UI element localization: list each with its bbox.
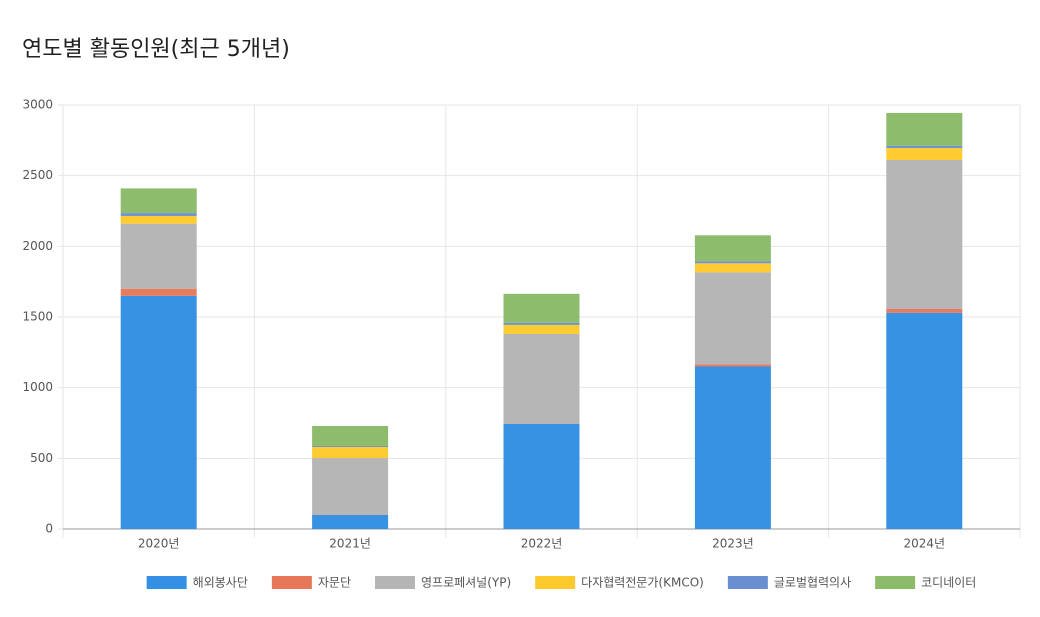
bar-segment — [312, 446, 388, 447]
legend-swatch — [147, 576, 187, 589]
legend-label: 다자협력전문가(KMCO) — [581, 576, 704, 590]
bar-segment — [695, 263, 771, 272]
y-tick-label: 2000 — [22, 239, 53, 253]
x-tick-label: 2024년 — [904, 537, 946, 551]
bar-segment — [504, 323, 580, 325]
bar-segment — [504, 294, 580, 323]
bar-segment — [121, 296, 197, 529]
x-tick-label: 2021년 — [329, 537, 371, 551]
y-tick-label: 1500 — [22, 310, 53, 324]
y-tick-label: 500 — [30, 451, 53, 465]
legend-swatch — [535, 576, 575, 589]
legend-swatch — [728, 576, 768, 589]
bar-segment — [886, 313, 962, 529]
bar-segment — [886, 148, 962, 160]
bar-segment — [121, 224, 197, 289]
bar-segment — [695, 366, 771, 529]
bar-segment — [886, 309, 962, 313]
bar-segment — [695, 261, 771, 263]
legend-label: 영프로페셔널(YP) — [421, 576, 511, 590]
bar-segment — [312, 515, 388, 529]
legend-label: 해외봉사단 — [193, 576, 248, 590]
legend-swatch — [375, 576, 415, 589]
y-tick-label: 0 — [45, 522, 53, 536]
legend-swatch — [272, 576, 312, 589]
bar-segment — [504, 334, 580, 423]
chart-title: 연도별 활동인원(최근 5개년) — [22, 37, 290, 62]
bar-segment — [121, 213, 197, 216]
bar-segment — [312, 458, 388, 515]
legend-label: 자문단 — [318, 576, 351, 590]
bar-segment — [886, 113, 962, 146]
bar-segment — [312, 426, 388, 446]
bar-segment — [504, 325, 580, 334]
y-tick-label: 3000 — [22, 98, 53, 112]
bar-segment — [312, 447, 388, 458]
x-tick-label: 2020년 — [138, 537, 180, 551]
bar-segment — [695, 235, 771, 261]
bar-segment — [886, 160, 962, 309]
bar-segment — [695, 272, 771, 364]
bar-segment — [504, 424, 580, 529]
y-tick-label: 2500 — [22, 168, 53, 182]
bar-segment — [695, 364, 771, 366]
bar-segment — [121, 216, 197, 224]
legend-swatch — [875, 576, 915, 589]
legend-label: 코디네이터 — [921, 576, 976, 590]
bar-segment — [121, 188, 197, 213]
bar-segment — [121, 289, 197, 296]
legend-label: 글로벌협력의사 — [774, 576, 851, 590]
x-tick-label: 2022년 — [521, 537, 563, 551]
y-tick-label: 1000 — [22, 380, 53, 394]
x-tick-label: 2023년 — [712, 537, 754, 551]
bar-segment — [886, 146, 962, 148]
